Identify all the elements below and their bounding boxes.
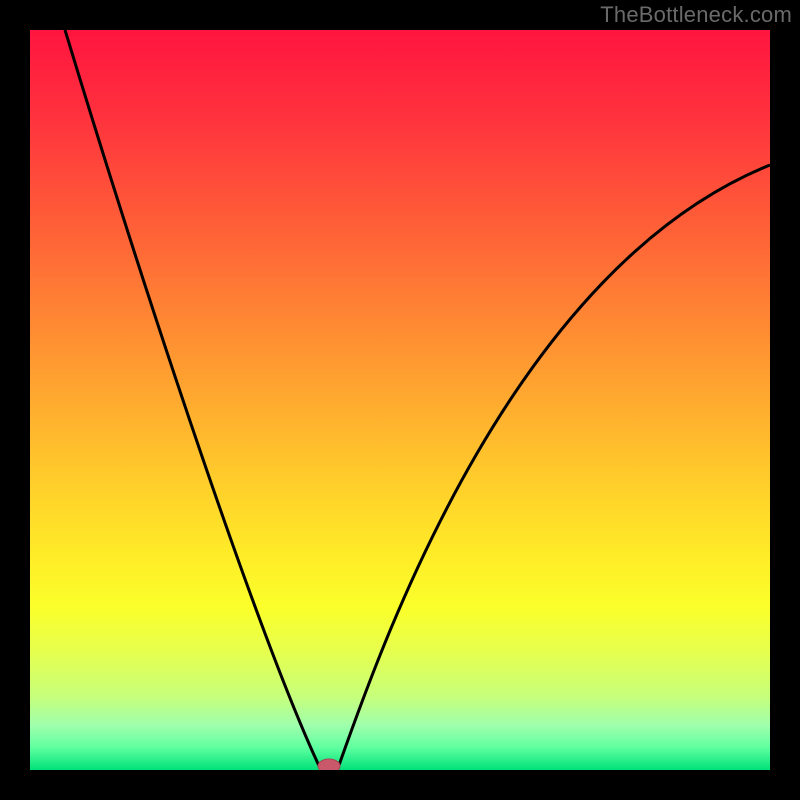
bottleneck-curve (30, 30, 770, 770)
plot-area (30, 30, 770, 770)
watermark-text: TheBottleneck.com (600, 2, 792, 28)
optimal-point-marker (318, 759, 340, 770)
